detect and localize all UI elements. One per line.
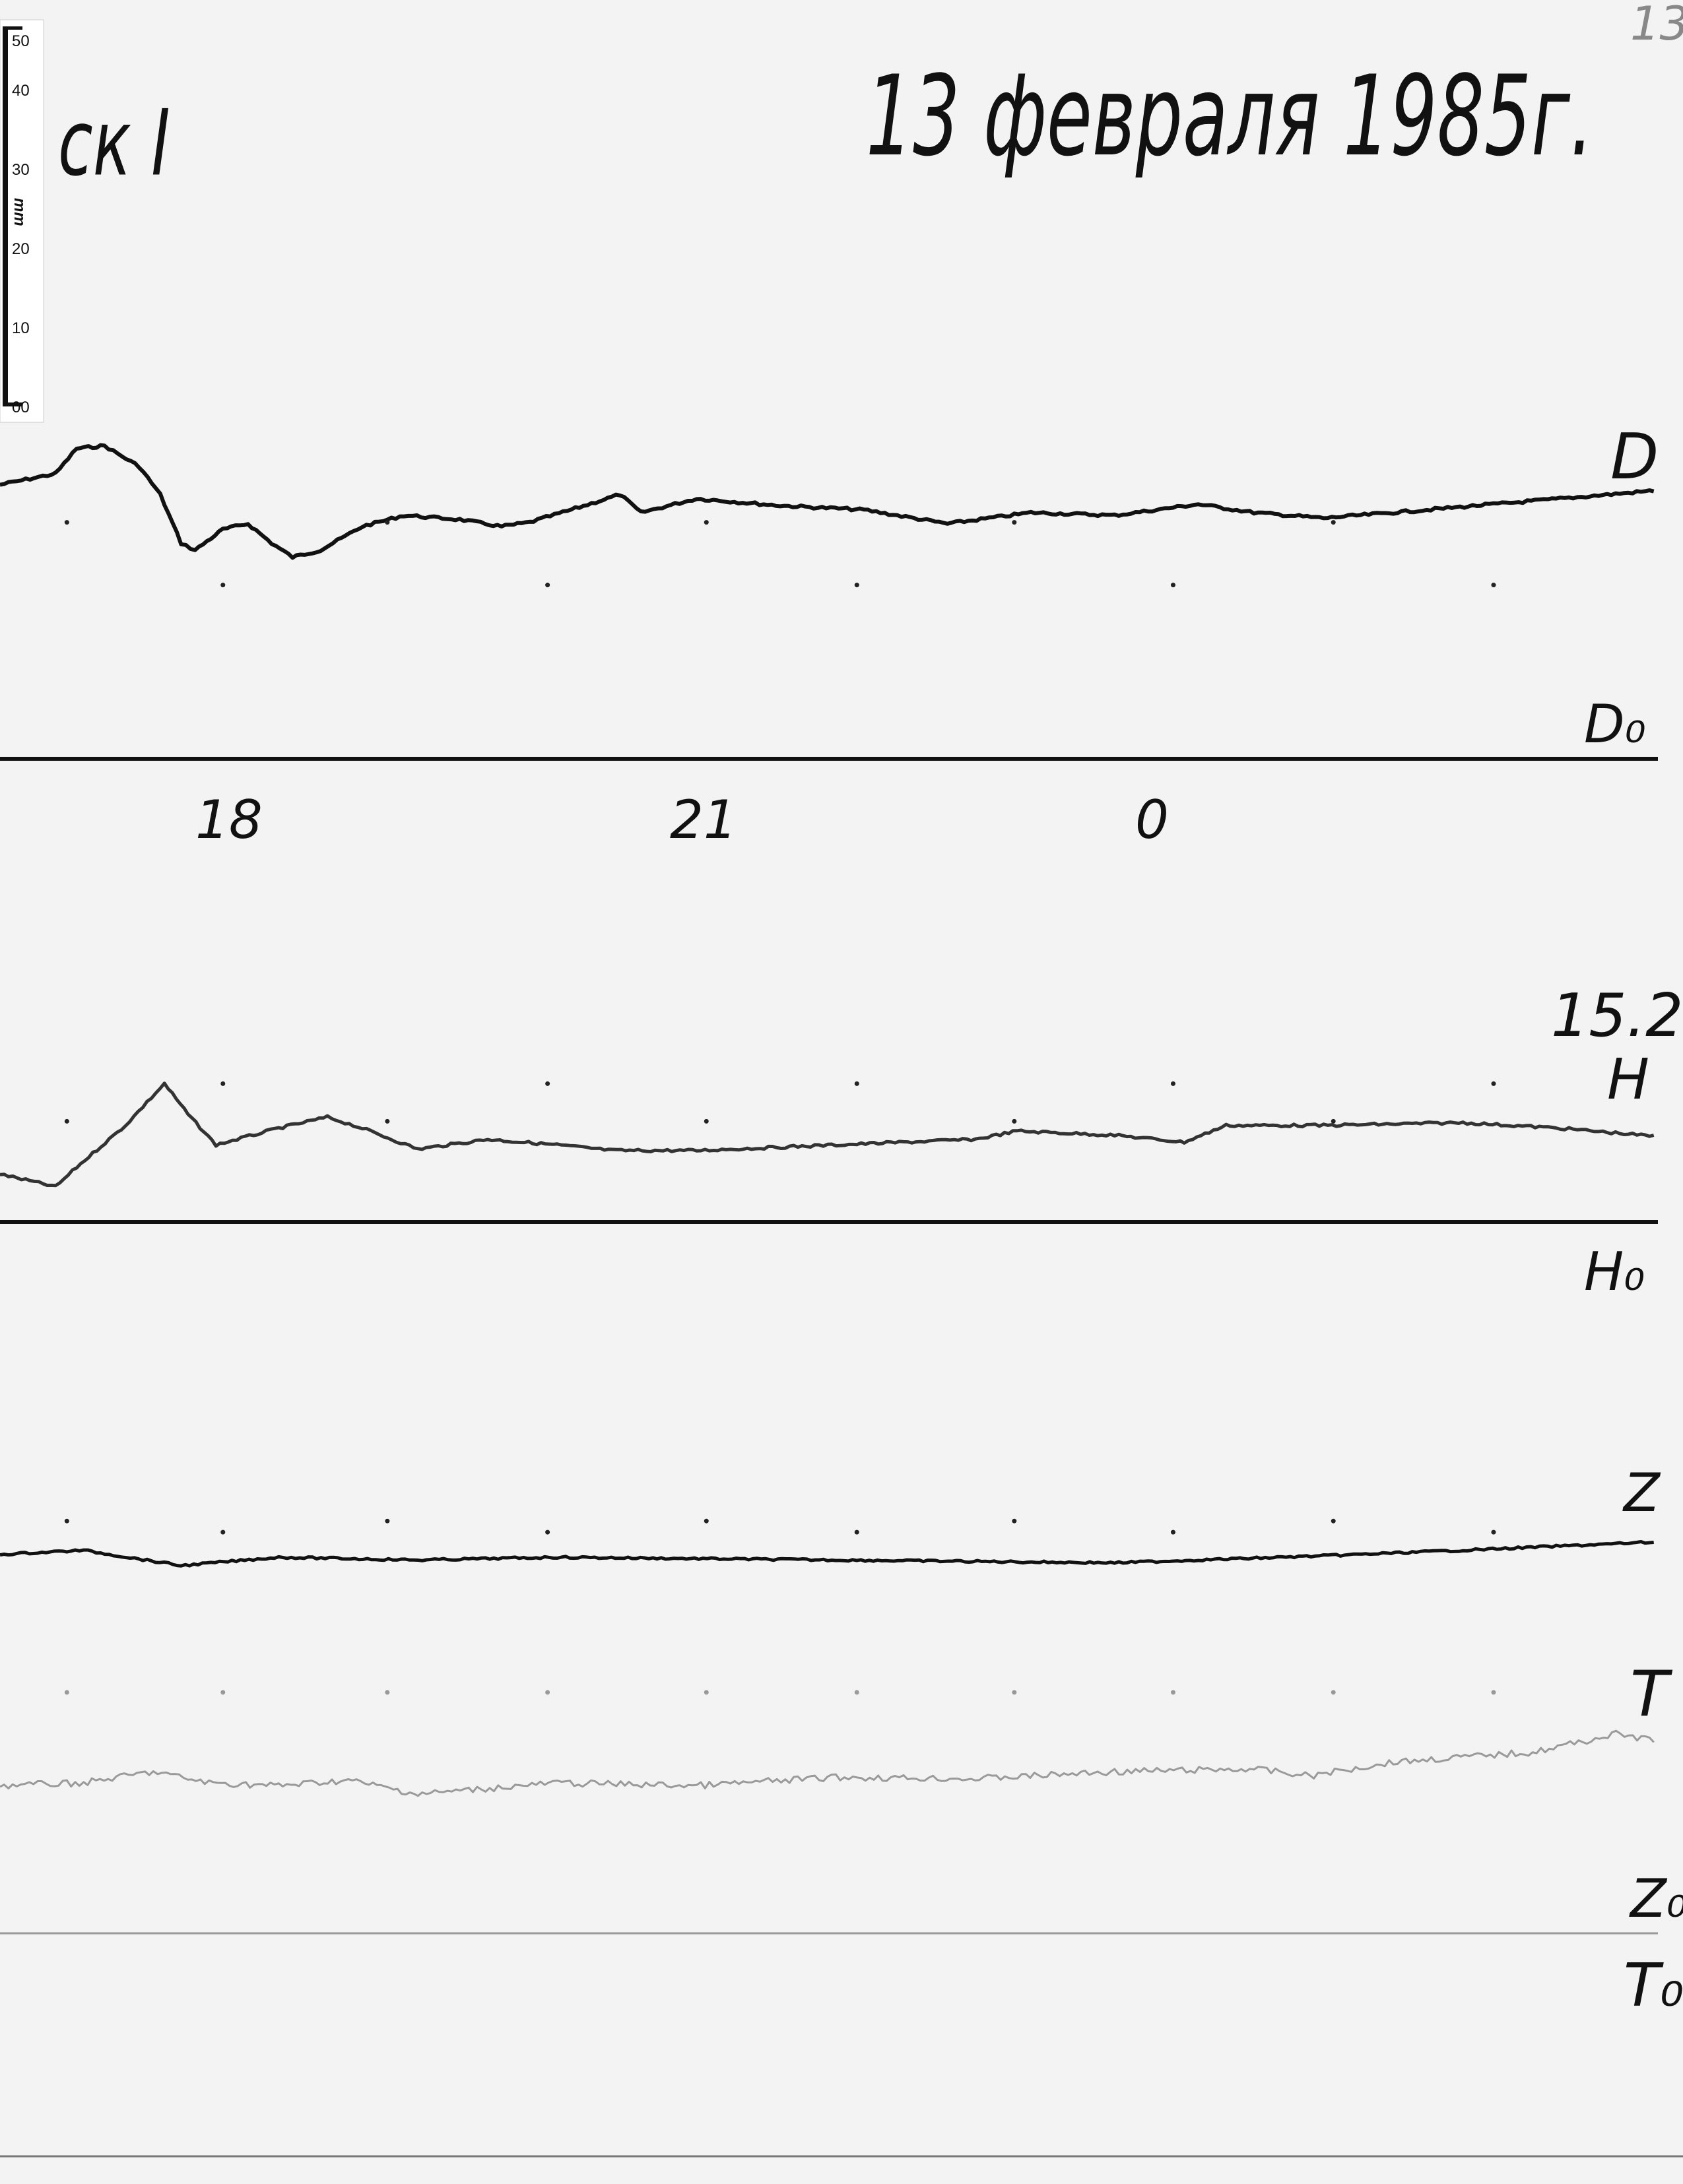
- d-time-mark: [64, 520, 69, 525]
- hour-mark-21: 21: [670, 789, 737, 851]
- h-trace-label: H: [1607, 1047, 1649, 1112]
- ruler-tick-30: 30: [12, 161, 30, 179]
- t-time-mark: [545, 1690, 550, 1695]
- scale-ruler: 50 40 30 mm 20 10 00: [0, 19, 44, 423]
- t-time-mark: [1012, 1690, 1017, 1695]
- t-time-mark: [1170, 1690, 1175, 1695]
- z-baseline-label: Z₀: [1629, 1868, 1683, 1929]
- z-time-mark: [545, 1529, 550, 1535]
- z-trace-label: Z: [1622, 1462, 1661, 1524]
- t-time-mark: [1491, 1690, 1496, 1695]
- z-time-mark: [220, 1529, 226, 1535]
- ruler-tick-40: 40: [12, 82, 30, 100]
- ruler-unit: mm: [11, 198, 28, 226]
- temperature-label: 15.2°C: [1551, 981, 1683, 1050]
- d-time-mark: [704, 520, 709, 525]
- d-time-mark: [220, 583, 226, 588]
- t-time-mark: [220, 1690, 226, 1695]
- ruler-tick-10: 10: [12, 319, 30, 337]
- ruler-tick-00: 00: [12, 399, 30, 416]
- h-time-mark: [1170, 1081, 1175, 1086]
- d-time-mark: [1170, 583, 1175, 588]
- page-number: 13: [1630, 0, 1683, 51]
- traces-group: [0, 443, 1655, 1797]
- ruler-tick-20: 20: [12, 240, 30, 258]
- z-time-mark: [1012, 1518, 1017, 1524]
- z-time-mark: [64, 1518, 69, 1524]
- ruler-tick-50: 50: [12, 32, 30, 50]
- z-time-mark: [1331, 1518, 1336, 1524]
- t-time-mark: [704, 1690, 709, 1695]
- t-time-mark: [64, 1690, 69, 1695]
- record-date: 13 февраля 1985г.: [866, 51, 1594, 181]
- t-time-mark: [854, 1690, 859, 1695]
- d-trace-label: D: [1610, 421, 1659, 494]
- h-time-mark: [1012, 1118, 1017, 1124]
- t-trace-label: T: [1630, 1658, 1673, 1731]
- z-time-mark: [1491, 1529, 1496, 1535]
- z-time-mark: [385, 1518, 390, 1524]
- h-time-mark: [1491, 1081, 1496, 1086]
- d-baseline-label: D₀: [1584, 693, 1646, 755]
- z-trace: [0, 1540, 1654, 1568]
- h-time-mark: [385, 1118, 390, 1124]
- h-baseline-label: H₀: [1584, 1241, 1645, 1302]
- d-time-mark: [1012, 520, 1017, 525]
- h-trace: [0, 1081, 1655, 1188]
- d-trace: [0, 443, 1655, 560]
- h-time-mark: [704, 1118, 709, 1124]
- hour-mark-0: 0: [1135, 789, 1169, 851]
- d-time-mark: [1331, 520, 1336, 525]
- h-time-mark: [220, 1081, 226, 1086]
- t-trace: [0, 1729, 1655, 1797]
- h-time-mark: [545, 1081, 550, 1086]
- z-time-mark: [1170, 1529, 1175, 1535]
- station-fragment: ск I: [58, 91, 170, 197]
- d-time-mark: [385, 520, 390, 525]
- d-time-mark: [545, 583, 550, 588]
- t-time-mark: [1331, 1690, 1336, 1695]
- t-baseline-label: T₀: [1624, 1951, 1683, 2020]
- hour-mark-18: 18: [195, 789, 263, 851]
- d-time-mark: [854, 583, 859, 588]
- z-time-mark: [854, 1529, 859, 1535]
- h-time-mark: [1331, 1118, 1336, 1124]
- d-time-mark: [1491, 583, 1496, 588]
- h-time-mark: [64, 1118, 69, 1124]
- h-time-mark: [854, 1081, 859, 1086]
- z-time-mark: [704, 1518, 709, 1524]
- t-time-mark: [385, 1690, 390, 1695]
